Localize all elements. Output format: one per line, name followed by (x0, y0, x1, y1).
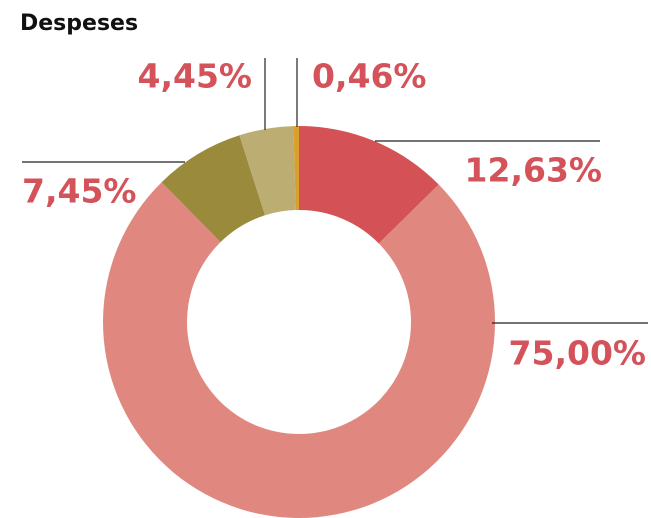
donut-slice (103, 182, 495, 518)
data-label: 4,45% (138, 57, 253, 96)
data-label: 0,46% (312, 57, 427, 96)
data-label: 7,45% (22, 172, 137, 211)
donut-slice (161, 135, 265, 243)
donut-slice (239, 126, 296, 216)
donut-slice (293, 126, 299, 211)
chart-title: Despeses (20, 11, 138, 36)
data-label: 12,63% (465, 151, 602, 190)
data-label: 75,00% (509, 334, 646, 373)
donut-slice (299, 126, 439, 244)
